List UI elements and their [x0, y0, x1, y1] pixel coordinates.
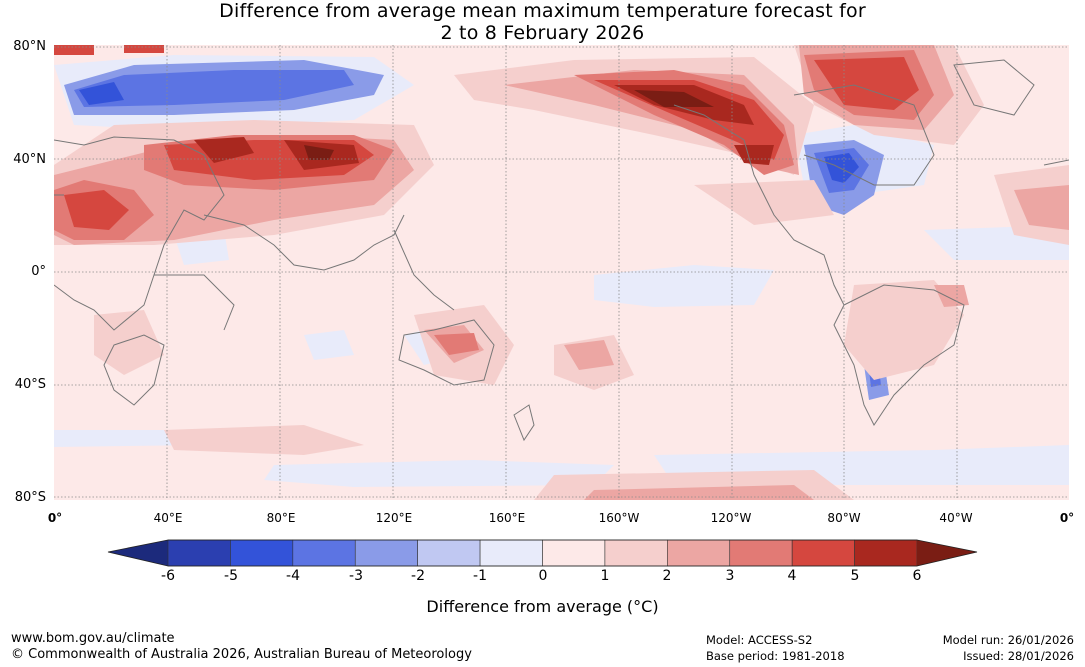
- colorbar-cell: [354, 539, 418, 567]
- colorbar-cell: [292, 539, 356, 567]
- colorbar-label: 1: [600, 568, 610, 584]
- lon-label-120w: 120°W: [710, 511, 752, 525]
- colorbar-label: 3: [725, 568, 735, 584]
- lat-label-80n: 80°N: [13, 39, 46, 54]
- model-text: Model: ACCESS-S2: [706, 633, 813, 647]
- colorbar-cell: [729, 539, 793, 567]
- lon-label-80e: 80°E: [266, 511, 296, 525]
- colorbar-cell: [230, 539, 294, 567]
- lon-label-0-left: 0°: [47, 511, 63, 525]
- colorbar-cell: [417, 539, 481, 567]
- lat-label-40n: 40°N: [13, 152, 46, 167]
- colorbar-cell: [854, 539, 918, 567]
- colorbar-label: -5: [224, 568, 238, 584]
- colorbar-cell: [542, 539, 606, 567]
- colorbar-outline: [107, 539, 978, 567]
- model-run-text: Model run: 26/01/2026: [942, 633, 1074, 647]
- issued-text: Issued: 28/01/2026: [963, 649, 1074, 663]
- coastlines: [54, 59, 1069, 442]
- colorbar-min-arrow: [108, 540, 168, 566]
- lon-label-80w: 80°W: [827, 511, 861, 525]
- anomaly-cool-max: [79, 82, 859, 183]
- copyright-text: © Commonwealth of Australia 2026, Austra…: [11, 647, 472, 662]
- lon-label-160w: 160°W: [598, 511, 640, 525]
- forecast-map: [54, 45, 1069, 500]
- lon-label-40e: 40°E: [153, 511, 183, 525]
- lon-label-160e: 160°E: [488, 511, 526, 525]
- colorbar-cell: [479, 539, 543, 567]
- colorbar-title: Difference from average (°C): [426, 597, 659, 616]
- lon-label-40w: 40°W: [939, 511, 973, 525]
- chart-title-line2: 2 to 8 February 2026: [440, 22, 645, 44]
- colorbar-label: 4: [787, 568, 797, 584]
- lat-label-40s: 40°S: [14, 377, 46, 392]
- colorbar: [107, 539, 978, 567]
- colorbar-label: -1: [473, 568, 487, 584]
- colorbar-cell: [604, 539, 668, 567]
- colorbar-label: 2: [662, 568, 672, 584]
- lon-label-0-right: 0°: [1059, 511, 1075, 525]
- graticule: [54, 45, 1069, 500]
- colorbar-label: -6: [161, 568, 175, 584]
- website-text: www.bom.gov.au/climate: [11, 631, 175, 646]
- colorbar-label: 5: [850, 568, 860, 584]
- colorbar-cell: [167, 539, 231, 567]
- chart-title-line1: Difference from average mean maximum tem…: [219, 0, 866, 22]
- colorbar-label: -2: [411, 568, 425, 584]
- colorbar-label: 6: [912, 568, 922, 584]
- anomaly-warm-peak: [304, 90, 714, 160]
- colorbar-label: -3: [349, 568, 363, 584]
- lat-label-0: 0°: [31, 264, 46, 279]
- colorbar-label: -4: [286, 568, 300, 584]
- colorbar-cell: [667, 539, 731, 567]
- colorbar-max-arrow: [917, 540, 977, 566]
- colorbar-cell: [791, 539, 855, 567]
- lon-label-120e: 120°E: [375, 511, 413, 525]
- colorbar-cells: [167, 539, 918, 567]
- base-period-text: Base period: 1981-2018: [706, 649, 845, 663]
- lat-label-80s: 80°S: [14, 490, 46, 505]
- colorbar-label: 0: [538, 568, 548, 584]
